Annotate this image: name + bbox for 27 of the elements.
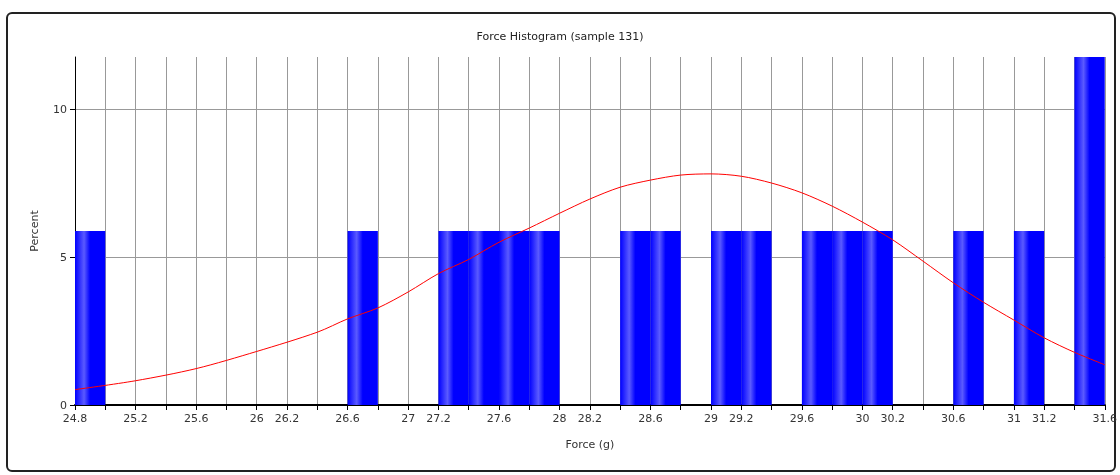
y-tick-label: 5 xyxy=(60,250,67,264)
y-tick-label: 10 xyxy=(53,102,67,116)
x-tick-label: 27.2 xyxy=(426,412,451,425)
x-tick-label: 28.6 xyxy=(638,412,663,425)
x-tick-label: 26.6 xyxy=(335,412,360,425)
x-tick-label: 30 xyxy=(855,412,870,425)
x-tick-label: 25.2 xyxy=(123,412,148,425)
x-tick-label: 26 xyxy=(249,412,264,425)
line-series xyxy=(74,173,1106,391)
y-tick-label: 0 xyxy=(60,398,67,412)
x-axis-title: Force (g) xyxy=(565,438,615,451)
x-tick-label: 31.2 xyxy=(1031,412,1057,425)
x-tick-label: 30.6 xyxy=(941,412,966,425)
x-tick-label: 30.2 xyxy=(880,412,905,425)
x-tick-label: 27 xyxy=(401,412,416,425)
x-tick-label: 24.8 xyxy=(62,412,88,425)
chart-title: Force Histogram (sample 131) xyxy=(476,30,644,43)
x-tick-label: 31 xyxy=(1006,412,1021,425)
x-tick-label: 26.2 xyxy=(274,412,300,425)
x-tick-label: 29 xyxy=(704,412,719,425)
y-axis-title: Percent xyxy=(28,209,41,252)
x-tick-label: 28 xyxy=(552,412,567,425)
x-tick-label: 29.6 xyxy=(789,412,815,425)
x-tick-label: 27.6 xyxy=(486,412,512,425)
x-tick-label: 28.2 xyxy=(577,412,603,425)
x-tick-label: 25.6 xyxy=(183,412,209,425)
x-tick-label: 29.2 xyxy=(729,412,754,425)
